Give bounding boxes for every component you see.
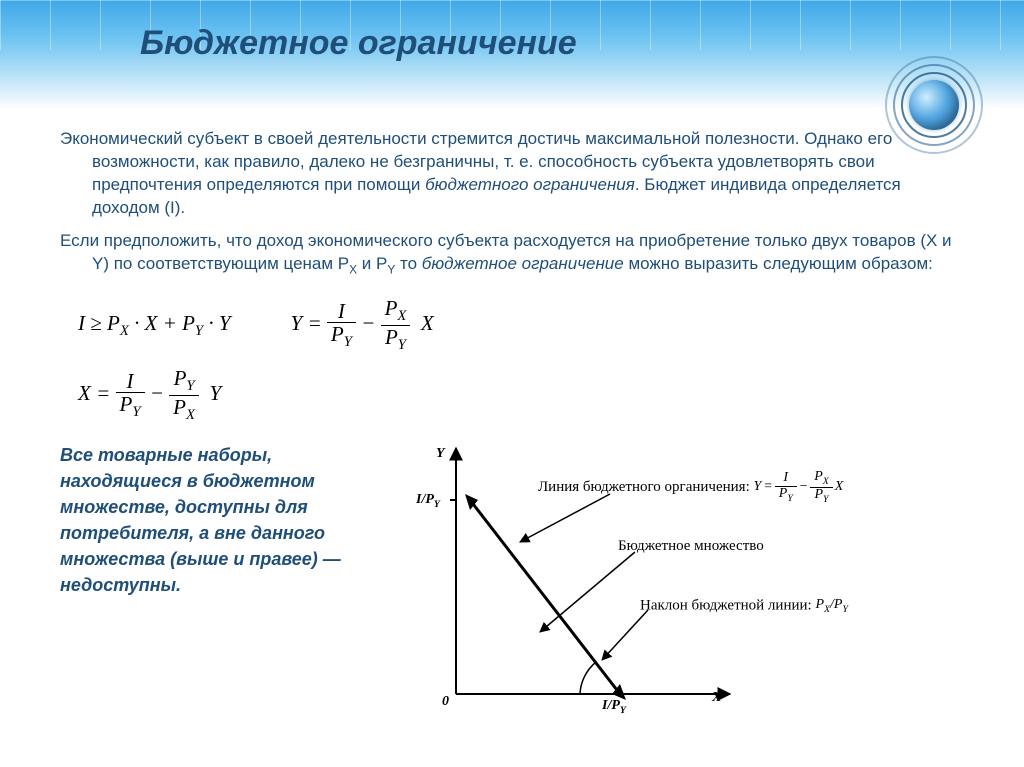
origin-label: 0 (442, 694, 449, 710)
body-text: Экономический субъект в своей деятельнос… (0, 110, 1024, 277)
budget-diagram: Y X 0 I/PY I/PY Линия бюджетного органич… (410, 442, 984, 722)
side-note: Все товарные наборы, находящиеся в бюдже… (60, 442, 390, 722)
globe-icon (909, 80, 959, 130)
formula-x: X = IPY − PYPX Y (78, 367, 964, 423)
slope-label: Наклон бюджетной линии: PX/PY (640, 597, 848, 615)
axis-x-label: X (712, 690, 721, 706)
y-intercept-label: I/PY (416, 492, 440, 510)
formula-block: I ≥ PX · X + PY · Y Y = IPY − PXPY X X =… (0, 287, 1024, 428)
paragraph-1: Экономический субъект в своей деятельнос… (60, 128, 964, 220)
formula-inequality: I ≥ PX · X + PY · Y (78, 311, 231, 340)
header-band: Бюджетное ограничение (0, 0, 1024, 110)
line-label: Линия бюджетного органичения: Y = IPY − … (538, 470, 843, 505)
set-label: Бюджетное множество (618, 538, 764, 555)
axis-y-label: Y (436, 446, 445, 462)
x-intercept-label: I/PY (602, 698, 626, 716)
globe-logo (884, 55, 984, 155)
paragraph-2: Если предположить, что доход экономическ… (60, 230, 964, 277)
slide-title: Бюджетное ограничение (140, 24, 577, 63)
formula-y: Y = IPY − PXPY X (291, 297, 434, 353)
